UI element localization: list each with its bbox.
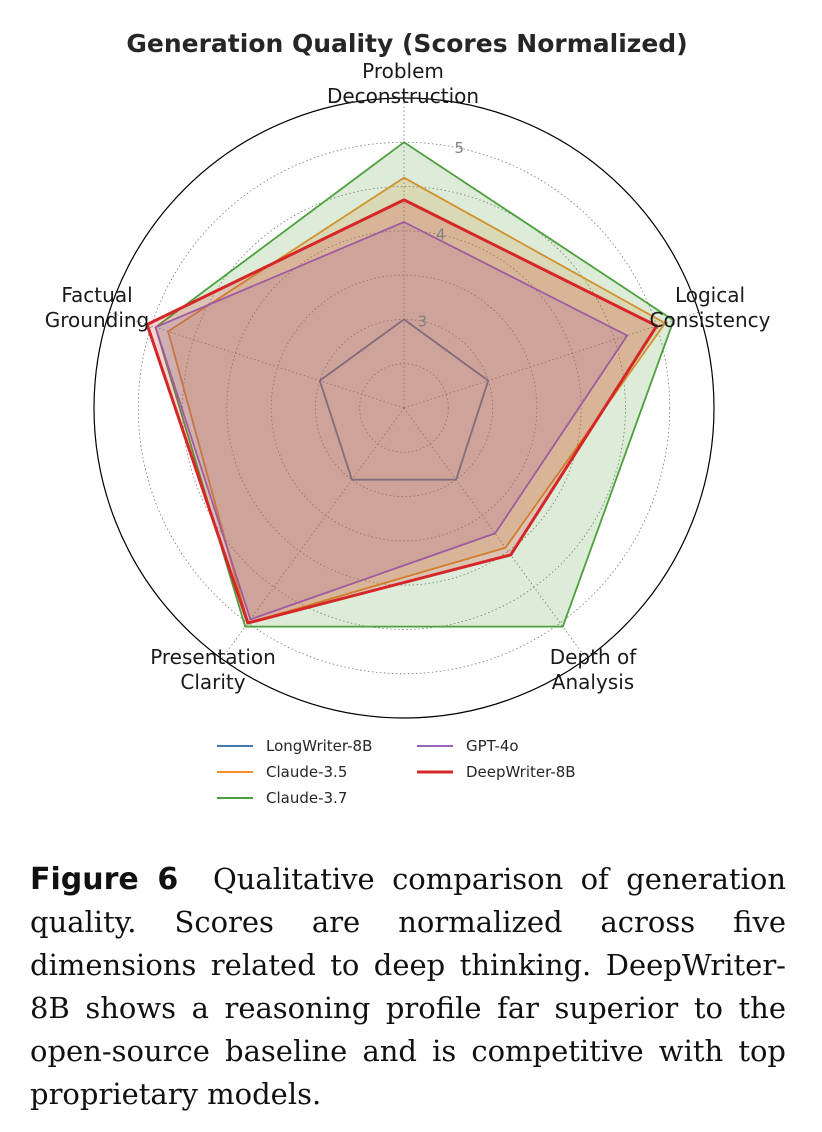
series-line-gpt-4o: [154, 221, 629, 621]
radial-tick-label: 3: [418, 312, 428, 330]
chart-title: Generation Quality (Scores Normalized): [126, 29, 687, 58]
series-line-deepwriter-8b: [145, 198, 659, 625]
axis-label-line: Clarity: [180, 670, 245, 694]
caption-text: Qualitative comparison of generation qua…: [30, 862, 786, 1111]
axis-label-line: Factual: [61, 283, 132, 307]
radar-grid: [93, 97, 715, 719]
axis-label-line: Deconstruction: [327, 84, 479, 108]
grid-ring: [182, 186, 626, 630]
radial-tick-label: 5: [454, 139, 464, 157]
radar-series: [145, 141, 675, 628]
series-fill-gpt-4o: [155, 222, 628, 620]
legend-label-claude-3-5: Claude-3.5: [266, 763, 347, 781]
axis-label-line: Problem: [362, 59, 444, 83]
axis-label-line: Consistency: [650, 308, 771, 332]
legend-label-claude-3-7: Claude-3.7: [266, 789, 347, 807]
series-fill-deepwriter-8b: [147, 199, 657, 623]
radar-chart: Generation Quality (Scores Normalized) 3…: [45, 29, 771, 807]
legend: LongWriter-8B Claude-3.5 Claude-3.7 GPT-4o D…: [217, 737, 576, 807]
grid-ring: [226, 230, 582, 586]
radial-ticks: 3 4 5: [418, 139, 464, 330]
radar-chart-svg: Generation Quality (Scores Normalized) 3…: [45, 29, 771, 807]
axis-label-line: Analysis: [552, 670, 634, 694]
series-line-claude-3-7: [154, 141, 675, 628]
figure-label: Figure 6: [30, 862, 179, 897]
series-fill-claude-3-5: [168, 177, 666, 623]
axis-label-line: Logical: [675, 283, 745, 307]
grid-ring: [137, 141, 671, 675]
figure-caption: Figure 6 Qualitative comparison of gener…: [30, 858, 786, 1116]
axis-label-line: Grounding: [45, 308, 150, 332]
series-line-longwriter-8b: [318, 318, 490, 481]
grid-ring: [270, 274, 538, 542]
outer-circle: [93, 97, 715, 719]
series-fill-claude-3-7: [155, 142, 674, 627]
axis-label-line: Presentation: [150, 645, 276, 669]
legend-label-gpt-4o: GPT-4o: [466, 737, 519, 755]
legend-label-deepwriter-8b: DeepWriter-8B: [466, 763, 576, 781]
legend-label-longwriter-8b: LongWriter-8B: [266, 737, 372, 755]
axis-label-line: Depth of: [550, 645, 638, 669]
radial-tick-label: 4: [436, 226, 446, 244]
